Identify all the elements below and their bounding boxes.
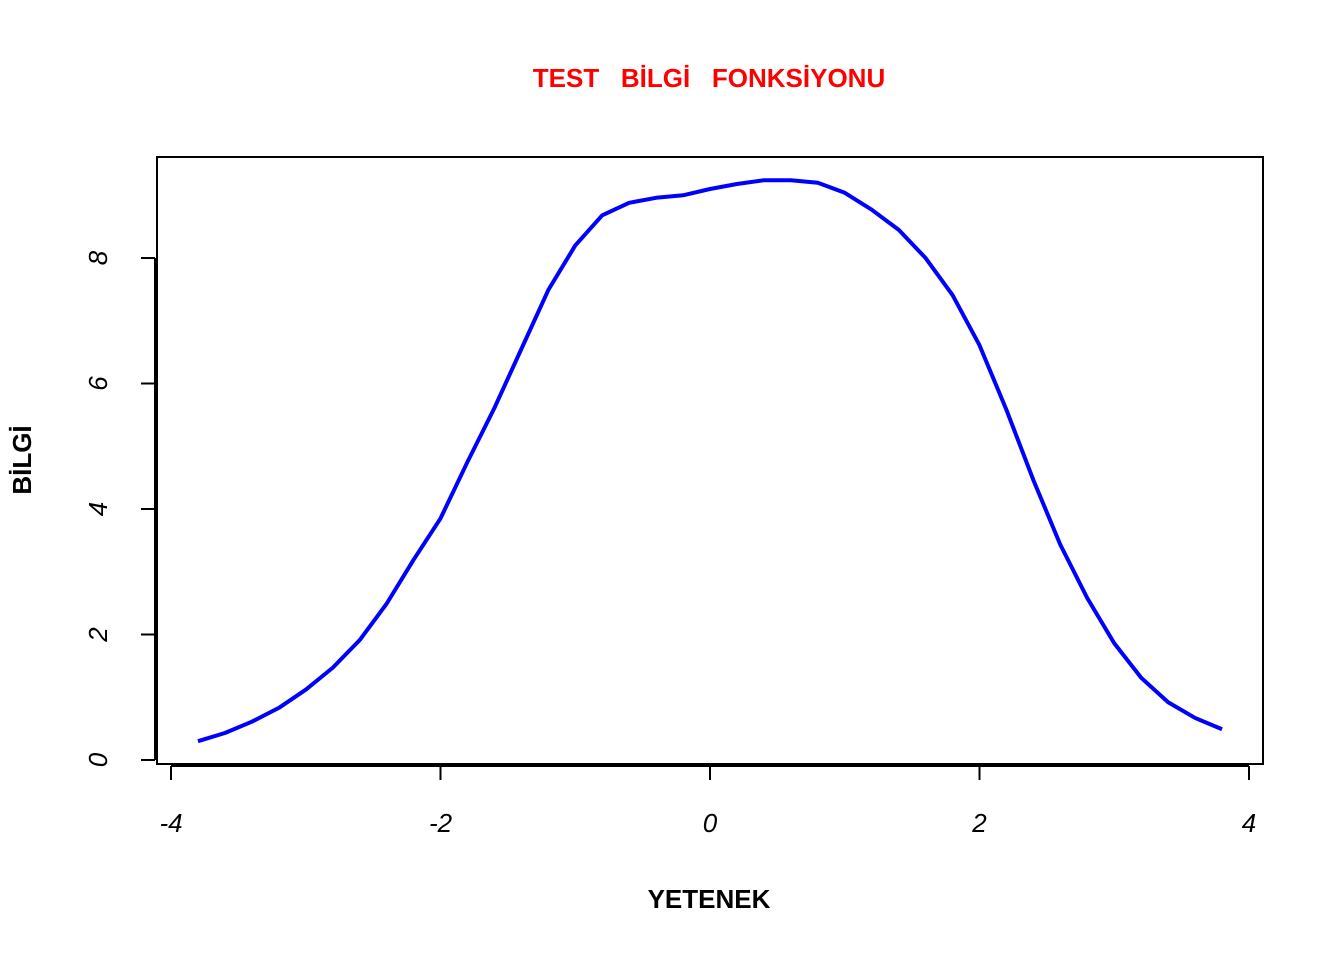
plot-frame <box>156 156 1264 765</box>
y-tick-label: 2 <box>83 627 113 643</box>
x-tick-label: -4 <box>159 808 182 838</box>
x-tick-label: 0 <box>703 808 718 838</box>
x-axis-label: YETENEK <box>648 884 771 914</box>
x-tick-label: -2 <box>429 808 453 838</box>
y-tick-label: 4 <box>83 502 113 516</box>
data-line <box>197 178 1223 744</box>
y-tick-label: 8 <box>83 250 113 265</box>
y-axis-label: BİLGİ <box>7 425 37 494</box>
x-tick-label: 4 <box>1242 808 1256 838</box>
y-tick-label: 0 <box>83 752 113 767</box>
x-tick-label: 2 <box>971 808 987 838</box>
chart-title: TEST BİLGİ FONKSİYONU <box>533 63 885 93</box>
y-tick-label: 6 <box>83 376 113 391</box>
